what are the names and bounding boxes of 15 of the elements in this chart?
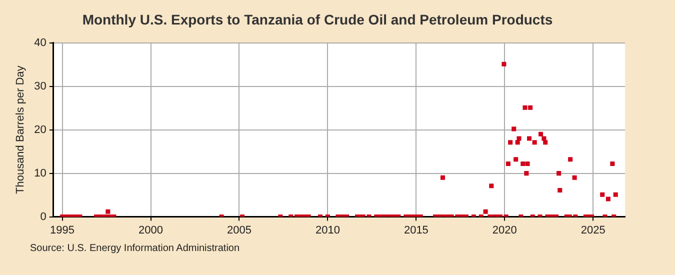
x-tick-label: 2000 (138, 224, 164, 236)
chart-title: Monthly U.S. Exports to Tanzania of Crude Oil and Petroleum Products (82, 11, 553, 28)
x-tick-label: 2020 (492, 224, 517, 236)
x-tick-label: 2010 (315, 224, 340, 236)
y-axis-title: Thousand Barrels per Day (14, 65, 27, 194)
x-tick-label: 1995 (50, 224, 75, 236)
y-tick-label: 0 (40, 210, 46, 223)
y-tick-label: 10 (34, 167, 46, 180)
source-note: Source: U.S. Energy Information Administration (30, 243, 240, 254)
x-tick-label: 2025 (580, 224, 606, 236)
x-tick-label: 2005 (226, 224, 252, 236)
x-tick-label: 2015 (404, 224, 428, 236)
y-tick-label: 20 (34, 124, 46, 136)
y-tick-label: 30 (34, 80, 46, 92)
y-tick-label: 40 (34, 36, 46, 49)
